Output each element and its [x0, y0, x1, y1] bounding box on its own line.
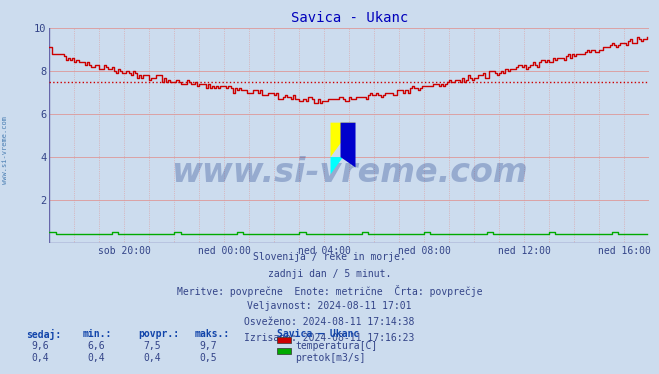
Text: maks.:: maks.:: [194, 329, 229, 339]
Text: Savica – Ukanc: Savica – Ukanc: [277, 329, 359, 339]
Polygon shape: [331, 123, 355, 157]
Polygon shape: [331, 157, 343, 174]
Text: 0,4: 0,4: [32, 353, 49, 363]
Text: Izrisano: 2024-08-11 17:16:23: Izrisano: 2024-08-11 17:16:23: [244, 333, 415, 343]
Text: Osveženo: 2024-08-11 17:14:38: Osveženo: 2024-08-11 17:14:38: [244, 317, 415, 327]
Text: www.si-vreme.com: www.si-vreme.com: [171, 156, 528, 188]
Text: sedaj:: sedaj:: [26, 329, 61, 340]
Text: min.:: min.:: [82, 329, 112, 339]
Text: 9,6: 9,6: [32, 341, 49, 352]
Polygon shape: [341, 123, 355, 168]
Text: Veljavnost: 2024-08-11 17:01: Veljavnost: 2024-08-11 17:01: [247, 301, 412, 311]
Text: 0,4: 0,4: [88, 353, 105, 363]
Text: 7,5: 7,5: [144, 341, 161, 352]
Title: Savica - Ukanc: Savica - Ukanc: [291, 12, 408, 25]
Text: Slovenija / reke in morje.: Slovenija / reke in morje.: [253, 252, 406, 263]
Text: www.si-vreme.com: www.si-vreme.com: [2, 116, 9, 184]
Text: pretok[m3/s]: pretok[m3/s]: [295, 353, 366, 363]
Text: zadnji dan / 5 minut.: zadnji dan / 5 minut.: [268, 269, 391, 279]
Text: Meritve: povprečne  Enote: metrične  Črta: povprečje: Meritve: povprečne Enote: metrične Črta:…: [177, 285, 482, 297]
Text: 0,5: 0,5: [200, 353, 217, 363]
Text: 6,6: 6,6: [88, 341, 105, 352]
Text: temperatura[C]: temperatura[C]: [295, 341, 378, 352]
Text: povpr.:: povpr.:: [138, 329, 179, 339]
Text: 0,4: 0,4: [144, 353, 161, 363]
Text: 9,7: 9,7: [200, 341, 217, 352]
